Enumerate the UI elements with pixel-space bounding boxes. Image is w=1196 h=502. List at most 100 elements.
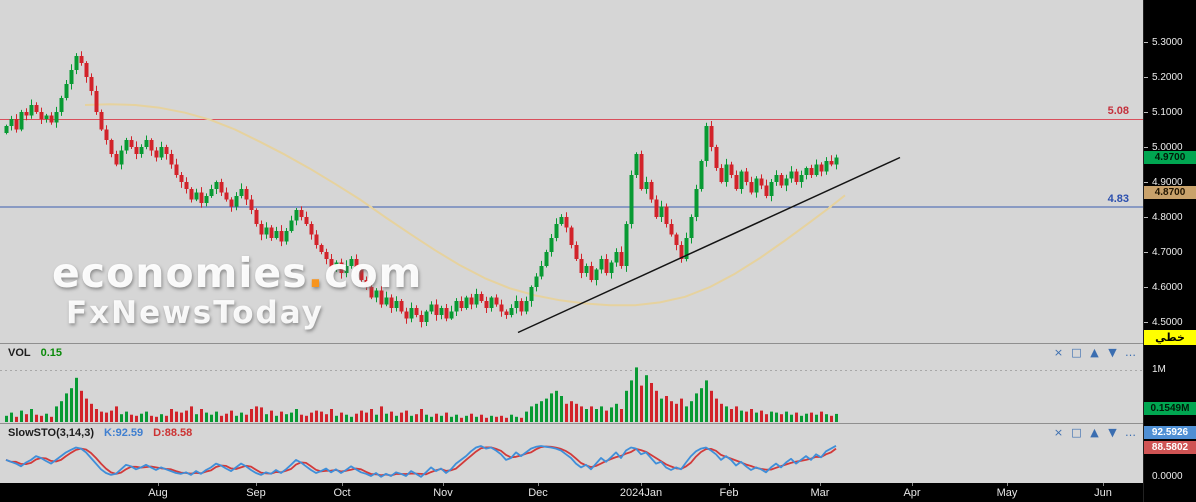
volume-bar xyxy=(675,403,678,422)
price-scale[interactable]: 4.9700 4.8700 خطي 1M 0.1549M 92.5926 88.… xyxy=(1143,0,1196,502)
candle-body xyxy=(669,224,674,235)
candle-body xyxy=(789,171,794,179)
volume-bar xyxy=(495,416,498,422)
volume-bar xyxy=(370,409,373,422)
volume-bar xyxy=(185,410,188,422)
volume-bar xyxy=(455,414,458,422)
pane-close-icon[interactable]: × xyxy=(1053,346,1064,359)
candle-body xyxy=(384,297,389,305)
candle-body xyxy=(544,252,549,266)
volume-bar xyxy=(590,406,593,422)
time-axis[interactable]: Aug Sep Oct Nov Dec 2024Jan Feb Mar Apr May Jun xyxy=(0,483,1143,502)
candle-body xyxy=(449,311,454,319)
candle-body xyxy=(739,171,744,189)
volume-bar xyxy=(555,390,558,422)
volume-bar xyxy=(465,415,468,422)
candle-body xyxy=(529,287,534,301)
volume-bar xyxy=(90,403,93,422)
volume-bar xyxy=(145,411,148,422)
scale-type-badge[interactable]: خطي xyxy=(1144,330,1196,345)
volume-bar xyxy=(485,417,488,422)
volume-bar xyxy=(805,413,808,422)
candle-body xyxy=(14,119,19,130)
ma-line[interactable] xyxy=(84,103,846,307)
volume-bar xyxy=(200,409,203,422)
candle-body xyxy=(259,224,264,235)
candle-body xyxy=(464,297,469,308)
candle-body xyxy=(9,119,14,126)
volume-bar xyxy=(340,412,343,422)
volume-bar xyxy=(540,401,543,422)
candle-body xyxy=(434,304,439,315)
resistance-level-label: 5.08 xyxy=(1107,105,1129,117)
volume-bar xyxy=(105,412,108,422)
time-axis-label: Nov xyxy=(433,487,453,499)
candle-body xyxy=(144,140,149,147)
volume-bar xyxy=(835,413,838,422)
volume-bar xyxy=(10,412,13,422)
pane-collapse-icon[interactable]: □ xyxy=(1071,346,1082,359)
candle-body xyxy=(769,182,774,196)
current-price-badge: 4.9700 xyxy=(1144,150,1196,164)
volume-bar xyxy=(470,413,473,422)
candle-body xyxy=(89,77,94,91)
pane-collapse-icon[interactable]: □ xyxy=(1071,426,1082,439)
stoch-d-line[interactable] xyxy=(5,445,837,477)
volume-bar xyxy=(505,417,508,422)
candle-body xyxy=(429,304,434,312)
volume-bar xyxy=(400,412,403,422)
candle-body xyxy=(489,297,494,308)
volume-bar xyxy=(395,415,398,422)
candle-body xyxy=(329,259,334,270)
volume-bar xyxy=(695,393,698,422)
pane-move-down-icon[interactable]: ▼ xyxy=(1108,346,1117,359)
volume-bar xyxy=(165,415,168,422)
candle-body xyxy=(404,311,409,319)
candle-body xyxy=(119,150,124,165)
pane-move-up-icon[interactable]: ▲ xyxy=(1090,426,1099,439)
candle-body xyxy=(454,301,459,312)
volume-bar xyxy=(110,410,113,422)
candle-body xyxy=(74,56,79,70)
candle-body xyxy=(229,199,234,207)
volume-bar xyxy=(175,411,178,422)
candle-body xyxy=(504,311,509,315)
trendline[interactable] xyxy=(517,156,901,334)
volume-bar xyxy=(600,406,603,422)
pane-move-down-icon[interactable]: ▼ xyxy=(1108,426,1117,439)
candle-body xyxy=(814,164,819,175)
volume-bar xyxy=(390,411,393,422)
candle-body xyxy=(394,301,399,308)
price-tick-label: 4.6000 xyxy=(1152,282,1183,293)
volume-bar xyxy=(730,409,733,422)
candle-body xyxy=(354,259,359,270)
candle-body xyxy=(109,140,114,154)
candle-body xyxy=(699,161,704,189)
volume-bar xyxy=(315,410,318,422)
volume-bar xyxy=(330,409,333,422)
volume-bar xyxy=(650,383,653,422)
candle-body xyxy=(199,192,204,203)
stoch-k-line[interactable] xyxy=(5,445,837,478)
volume-bar xyxy=(205,412,208,422)
volume-bar xyxy=(15,416,18,422)
pane-move-up-icon[interactable]: ▲ xyxy=(1090,346,1099,359)
volume-bar xyxy=(500,415,503,422)
price-tick-mark xyxy=(1144,287,1148,288)
volume-stoch-separator[interactable] xyxy=(0,423,1143,424)
time-axis-tick xyxy=(912,483,913,486)
candle-body xyxy=(154,150,159,158)
pane-menu-icon[interactable]: … xyxy=(1125,426,1136,439)
pane-menu-icon[interactable]: … xyxy=(1125,346,1136,359)
time-axis-label: Dec xyxy=(528,487,548,499)
candle-body xyxy=(804,168,809,175)
volume-bar xyxy=(440,415,443,422)
volume-bar xyxy=(615,403,618,422)
main-volume-separator[interactable] xyxy=(0,343,1143,344)
candle-body xyxy=(829,161,834,165)
chart-canvas[interactable] xyxy=(0,0,1143,483)
candle-body xyxy=(64,84,69,98)
candle-body xyxy=(184,182,189,189)
volume-bar xyxy=(50,416,53,422)
pane-close-icon[interactable]: × xyxy=(1053,426,1064,439)
